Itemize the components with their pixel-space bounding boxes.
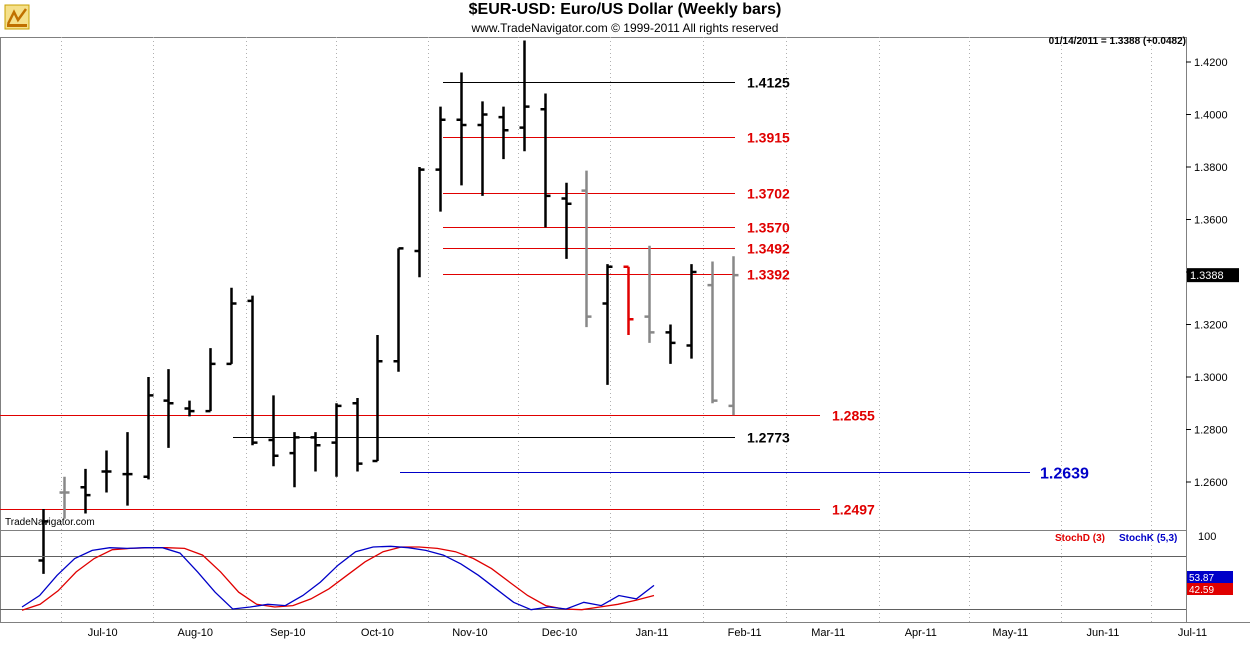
x-tick-label: Jan-11: [636, 627, 669, 639]
ohlc-bar: [477, 101, 488, 196]
ohlc-bar: [163, 369, 174, 448]
ohlc-bar: [289, 432, 300, 488]
ohlc-bar: [310, 432, 321, 472]
price-panel-frame: [0, 37, 1187, 531]
x-tick-label: May-11: [992, 627, 1028, 639]
stoch-readout-tag: [1187, 583, 1233, 595]
x-tick-label: Apr-11: [905, 627, 937, 639]
x-tick-label: Dec-10: [542, 627, 577, 639]
ohlc-bar: [665, 324, 676, 364]
level-label: 1.3392: [747, 267, 790, 283]
chart-title: $EUR-USD: Euro/US Dollar (Weekly bars): [468, 1, 782, 18]
stoch-d-legend: StochD (3): [1055, 533, 1105, 544]
y-tick-label: 1.3800: [1194, 162, 1228, 174]
x-tick-label: Mar-11: [811, 627, 845, 639]
stoch-panel-frame: [0, 530, 1187, 623]
chart-subtitle: www.TradeNavigator.com © 1999-2011 All r…: [471, 21, 779, 35]
x-tick-label: Jul-11: [1178, 627, 1207, 639]
last-price-tag: [1187, 268, 1239, 283]
ohlc-bar: [59, 476, 70, 519]
x-tick-label: Aug-10: [178, 627, 213, 639]
ohlc-bar: [393, 247, 404, 372]
level-label: 1.3915: [747, 130, 790, 146]
ohlc-bar: [352, 398, 363, 472]
stoch-k-legend: StochK (5,3): [1119, 533, 1178, 544]
ohlc-bar: [372, 335, 383, 463]
level-label: 1.3570: [747, 220, 790, 236]
ohlc-bar: [268, 395, 279, 467]
y-tick-label: 1.3600: [1194, 215, 1228, 227]
y-tick-label: 1.2600: [1194, 477, 1228, 489]
ohlc-bar: [247, 295, 258, 446]
ohlc-bar: [414, 167, 425, 278]
stoch-readout-tag: [1187, 571, 1233, 583]
x-tick-label: Jun-11: [1087, 627, 1120, 639]
last-quote-readout: 01/14/2011 = 1.3388 (+0.0482): [1048, 36, 1186, 47]
ohlc-bar: [80, 468, 91, 514]
ohlc-bar: [184, 400, 195, 417]
x-tick-label: Feb-11: [728, 627, 762, 639]
y-tick-label: 1.3000: [1194, 372, 1228, 384]
x-tick-label: Jul-10: [88, 627, 118, 639]
ohlc-bar: [435, 106, 446, 212]
y-tick-label: 1.4000: [1194, 110, 1228, 122]
ohlc-bar: [143, 377, 154, 480]
ohlc-bar: [205, 348, 216, 413]
tradenavigator-logo-icon: [4, 4, 30, 30]
ohlc-bar: [456, 72, 467, 186]
level-label: 1.2773: [747, 430, 790, 446]
x-tick-label: Nov-10: [452, 627, 487, 639]
ohlc-bar: [38, 509, 49, 574]
ohlc-bar: [581, 170, 592, 328]
ohlc-bar: [561, 182, 572, 259]
level-label: 1.3492: [747, 241, 790, 257]
y-tick-label: 1.4200: [1194, 57, 1228, 69]
ohlc-bar: [519, 40, 530, 152]
watermark-text: TradeNavigator.com: [5, 517, 95, 528]
y-tick-label: 1.3200: [1194, 320, 1228, 332]
ohlc-bar: [331, 403, 342, 477]
ohlc-bar: [122, 432, 133, 506]
ohlc-bar: [602, 264, 613, 385]
level-label: 1.2497: [832, 502, 875, 518]
x-tick-label: Oct-10: [361, 627, 394, 639]
ohlc-bar: [728, 256, 739, 416]
level-label: 1.4125: [747, 75, 790, 91]
last-price-tag-label: 1.3388: [1190, 270, 1224, 282]
ohlc-bar: [644, 245, 655, 343]
y-tick-label: 1.2800: [1194, 425, 1228, 437]
ohlc-bar: [540, 93, 551, 228]
ohlc-bar: [101, 450, 112, 493]
ohlc-bar: [707, 261, 718, 404]
level-label: 1.2855: [832, 408, 875, 424]
stoch-readout-label: 53.87: [1189, 573, 1214, 584]
ohlc-bar: [686, 264, 697, 359]
ohlc-bar: [498, 106, 509, 160]
level-label: 1.3702: [747, 186, 790, 202]
stoch-readout-label: 42.59: [1189, 585, 1214, 596]
ohlc-bar: [226, 287, 237, 366]
level-label: 1.2639: [1040, 466, 1089, 483]
ohlc-bar: [623, 265, 634, 335]
stoch-series-line: [21, 545, 655, 611]
stoch-y-tick-label: 100: [1198, 531, 1216, 543]
x-tick-label: Sep-10: [270, 627, 305, 639]
